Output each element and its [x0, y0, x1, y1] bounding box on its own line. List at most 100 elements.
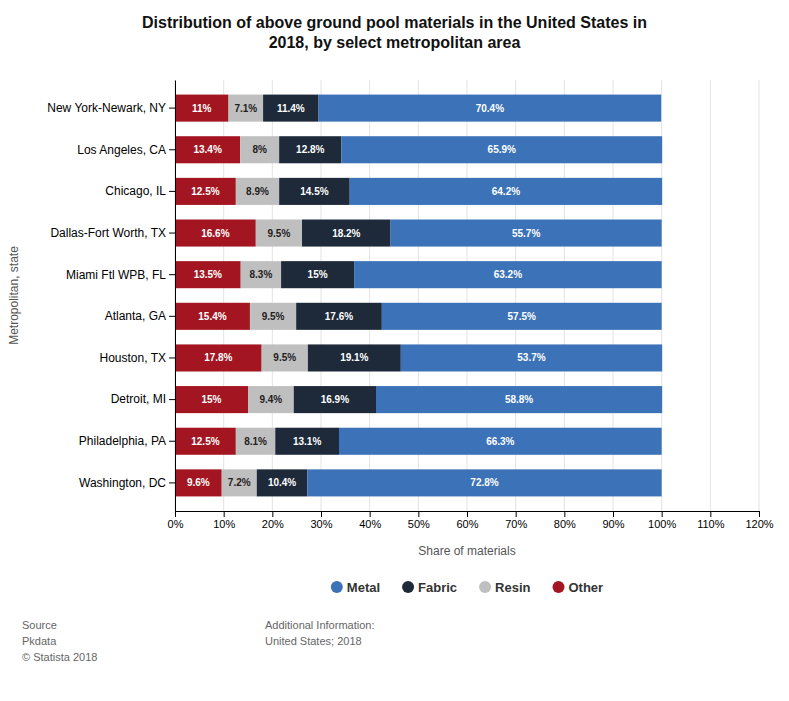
data-label: 63.2%	[494, 269, 522, 280]
y-axis-line	[175, 81, 176, 512]
x-tick-label: 120%	[745, 518, 773, 530]
x-tick: 20%	[262, 511, 284, 530]
legend-label: Metal	[347, 580, 380, 595]
bar	[240, 136, 279, 163]
x-axis: 0%10%20%30%40%50%60%70%80%90%100%110%120…	[168, 511, 774, 530]
bar	[250, 303, 296, 330]
legend-item: Other	[552, 580, 603, 595]
x-tick: 40%	[359, 511, 381, 530]
bar	[281, 261, 354, 288]
x-tick-label: 50%	[408, 518, 430, 530]
bar	[308, 344, 401, 371]
data-label: 8.9%	[246, 186, 269, 197]
x-axis-title: Share of materials	[418, 544, 515, 558]
data-label: 8.1%	[244, 436, 267, 447]
x-tick-label: 100%	[648, 518, 676, 530]
y-tick: Los Angeles, CA	[77, 143, 175, 157]
y-tick-mark	[169, 108, 175, 109]
x-tick-mark	[224, 511, 225, 517]
y-tick-label: Detroit, MI	[111, 392, 166, 406]
text-line: Source	[22, 619, 57, 631]
bar	[175, 428, 236, 455]
annotation: SourcePkdata© Statista 2018	[22, 619, 97, 663]
y-tick-mark	[169, 191, 175, 192]
bar	[350, 178, 662, 205]
y-tick-mark	[169, 399, 175, 400]
y-tick: Miami Ftl WPB, FL	[66, 268, 175, 282]
bar	[248, 386, 294, 413]
chart: Distribution of above ground pool materi…	[0, 0, 789, 701]
y-tick-mark	[169, 441, 175, 442]
y-tick: Chicago, IL	[105, 184, 175, 198]
bar	[319, 95, 662, 122]
x-tick-mark	[272, 511, 273, 517]
series	[307, 95, 662, 497]
title: Distribution of above ground pool materi…	[142, 14, 647, 51]
bar	[175, 220, 256, 247]
y-tick-label: Washington, DC	[79, 476, 166, 490]
y-tick: Washington, DC	[79, 476, 175, 490]
x-tick-label: 110%	[697, 518, 725, 530]
data-label: 15.4%	[198, 311, 226, 322]
x-tick: 110%	[697, 511, 725, 530]
x-tick-mark	[418, 511, 419, 517]
bar	[401, 344, 662, 371]
data-label: 8%	[252, 144, 267, 155]
x-tick-mark	[564, 511, 565, 517]
x-tick: 70%	[505, 511, 527, 530]
data-label: 9.4%	[259, 394, 282, 405]
data-label: 9.6%	[187, 477, 210, 488]
bar	[175, 303, 250, 330]
text-line: Pkdata	[22, 635, 57, 647]
bar	[376, 386, 662, 413]
grid-line	[175, 80, 176, 511]
bar	[175, 136, 240, 163]
data-label: 14.5%	[300, 186, 328, 197]
x-tick-label: 20%	[262, 518, 284, 530]
legend-swatch	[331, 581, 343, 593]
legend-label: Resin	[495, 580, 530, 595]
x-tick-mark	[613, 511, 614, 517]
x-tick: 90%	[602, 511, 624, 530]
data-label: 9.5%	[268, 228, 291, 239]
bar	[257, 469, 308, 496]
y-tick: Detroit, MI	[111, 392, 175, 406]
text-line: United States; 2018	[265, 635, 362, 647]
text-line: 2018, by select metropolitan area	[269, 34, 521, 51]
data-label: 8.3%	[249, 269, 272, 280]
data-label: 66.3%	[486, 436, 514, 447]
x-tick-label: 60%	[456, 518, 478, 530]
x-tick-label: 30%	[310, 518, 332, 530]
data-label: 65.9%	[488, 144, 516, 155]
legend: Metal Fabric Resin Other	[331, 580, 603, 595]
bar	[256, 220, 302, 247]
grid-line	[710, 80, 711, 511]
legend-label: Other	[568, 580, 603, 595]
data-label: 55.7%	[512, 228, 540, 239]
y-tick-label: Philadelphia, PA	[79, 434, 166, 448]
data-label: 11%	[192, 103, 212, 114]
bar	[275, 428, 339, 455]
bar	[175, 386, 248, 413]
y-tick-label: New York-Newark, NY	[47, 101, 166, 115]
bar	[354, 261, 662, 288]
bar	[296, 303, 382, 330]
x-tick: 80%	[554, 511, 576, 530]
bar	[241, 261, 281, 288]
bar	[175, 261, 241, 288]
x-tick-mark	[516, 511, 517, 517]
bar	[229, 95, 264, 122]
y-tick-label: Chicago, IL	[105, 184, 166, 198]
data-label: 12.5%	[191, 186, 219, 197]
data-label: 18.2%	[332, 228, 360, 239]
y-tick: Philadelphia, PA	[79, 434, 175, 448]
bar	[279, 136, 341, 163]
y-tick-label: Miami Ftl WPB, FL	[66, 268, 166, 282]
y-tick-mark	[169, 149, 175, 150]
text-line: Distribution of above ground pool materi…	[142, 14, 647, 31]
annotation: Additional Information:United States; 20…	[265, 619, 374, 647]
x-tick-label: 70%	[505, 518, 527, 530]
data-label: 16.6%	[201, 228, 229, 239]
y-tick-mark	[169, 357, 175, 358]
legend-label: Fabric	[418, 580, 457, 595]
